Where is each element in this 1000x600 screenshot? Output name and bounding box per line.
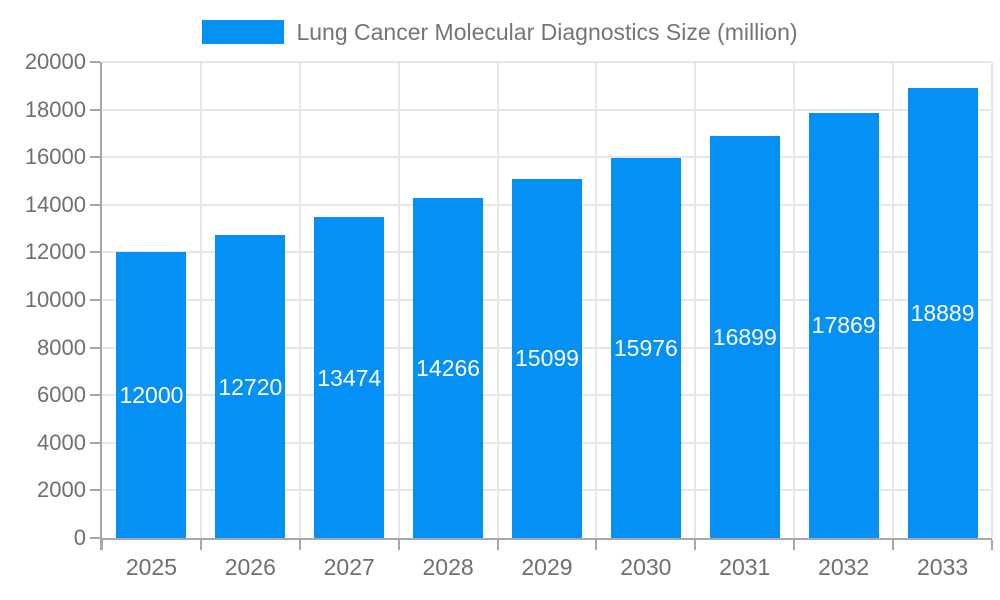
- y-axis-tick-label: 20000: [24, 49, 86, 74]
- bar-value-label: 17869: [811, 312, 876, 339]
- gridline-vertical: [694, 62, 697, 538]
- y-axis-tick: [90, 441, 100, 444]
- x-axis-tick-label: 2032: [818, 554, 870, 580]
- y-axis-tick-label: 18000: [24, 96, 86, 122]
- y-axis-tick-label: 10000: [24, 287, 86, 312]
- bar-value-label: 14266: [416, 355, 481, 382]
- bar-value-label: 18889: [910, 300, 975, 327]
- bar[interactable]: [709, 135, 780, 538]
- x-axis-tick: [298, 540, 301, 550]
- y-axis-tick: [90, 251, 100, 254]
- x-axis-tick: [793, 540, 796, 550]
- x-axis-tick-label: 2026: [224, 554, 276, 580]
- x-axis-tick-label: 2031: [719, 554, 771, 580]
- y-axis-tick-label: 0: [73, 525, 86, 550]
- gridline-horizontal: [102, 61, 992, 63]
- x-axis-tick: [397, 540, 400, 550]
- y-axis-tick-label: 14000: [24, 191, 86, 217]
- bar-value-label: 12720: [218, 373, 283, 400]
- x-axis-tick: [496, 540, 499, 550]
- y-axis-tick: [90, 299, 100, 301]
- gridline-vertical: [991, 62, 993, 538]
- y-axis-tick-label: 6000: [37, 382, 86, 408]
- gridline-vertical: [595, 62, 598, 538]
- y-axis-tick: [90, 489, 100, 492]
- y-axis-tick-label: 8000: [37, 334, 86, 360]
- x-axis-tick-label: 2033: [916, 554, 969, 580]
- x-axis-tick: [991, 540, 993, 550]
- y-axis-tick: [90, 346, 100, 349]
- gridline-vertical: [199, 62, 202, 538]
- bar-value-label: 16899: [712, 323, 777, 350]
- gridline-vertical: [496, 62, 499, 538]
- y-axis-tick-label: 12000: [24, 239, 86, 265]
- bar[interactable]: [808, 112, 879, 538]
- bar[interactable]: [907, 88, 978, 538]
- gridline-horizontal: [102, 108, 992, 111]
- y-axis-line: [100, 62, 102, 550]
- bar[interactable]: [413, 198, 484, 538]
- y-axis-tick: [90, 394, 100, 397]
- x-axis-tick-label: 2027: [323, 554, 375, 580]
- gridline-vertical: [793, 62, 796, 538]
- x-axis-tick: [199, 540, 202, 550]
- legend-swatch[interactable]: [202, 20, 285, 44]
- bar-value-label: 15099: [515, 345, 579, 372]
- y-axis-tick: [90, 61, 100, 63]
- bar[interactable]: [215, 235, 286, 538]
- bar[interactable]: [116, 252, 187, 538]
- y-axis-tick-label: 2000: [37, 477, 86, 503]
- x-axis-tick-label: 2028: [422, 554, 474, 580]
- y-axis-tick: [90, 537, 100, 539]
- bar-value-label: 15976: [613, 334, 678, 361]
- bar-value-label: 12000: [119, 382, 184, 409]
- bar[interactable]: [512, 178, 582, 538]
- legend: Lung Cancer Molecular Diagnostics Size (…: [0, 18, 1000, 46]
- x-axis-tick: [595, 540, 598, 550]
- legend-label[interactable]: Lung Cancer Molecular Diagnostics Size (…: [296, 19, 798, 45]
- x-axis-tick-label: 2029: [521, 554, 573, 580]
- x-axis-line: [100, 538, 992, 540]
- y-axis-tick: [90, 203, 100, 206]
- y-axis-tick: [90, 156, 100, 159]
- gridline-vertical: [397, 62, 400, 538]
- x-axis-tick: [101, 540, 103, 550]
- bar-value-label: 13474: [317, 364, 382, 391]
- x-axis-tick-label: 2025: [125, 554, 178, 580]
- x-axis-tick-label: 2030: [620, 554, 672, 580]
- y-axis-tick-label: 4000: [37, 429, 86, 455]
- y-axis-tick: [90, 108, 100, 111]
- bar[interactable]: [314, 217, 385, 538]
- bar[interactable]: [610, 157, 681, 538]
- x-axis-tick: [694, 540, 697, 550]
- gridline-vertical: [892, 62, 895, 538]
- gridline-vertical: [298, 62, 301, 538]
- x-axis-tick: [892, 540, 895, 550]
- y-axis-tick-label: 16000: [24, 144, 86, 170]
